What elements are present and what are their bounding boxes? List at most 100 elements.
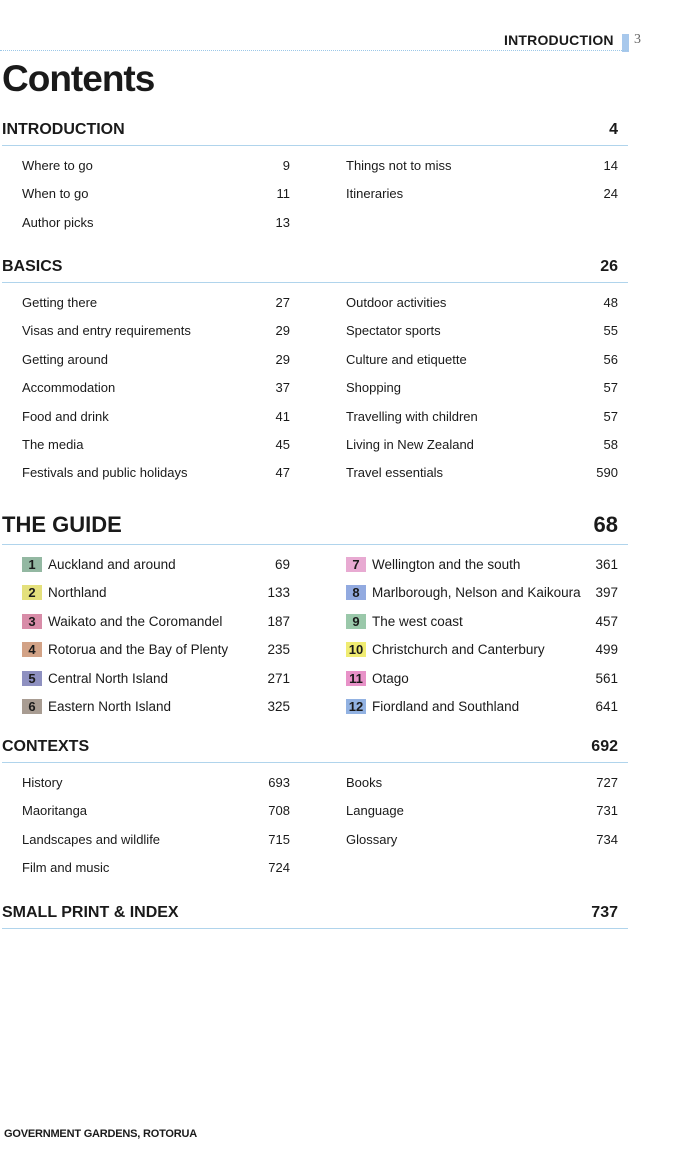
toc-entry[interactable]: Author picks 13 <box>22 209 290 237</box>
entry-title: Travelling with children <box>346 408 478 424</box>
toc-entry[interactable]: 2 Northland 133 <box>22 579 290 607</box>
entry-page: 24 <box>603 186 618 202</box>
entry-title: Food and drink <box>22 408 109 424</box>
entry-title: Auckland and around <box>48 557 176 572</box>
toc-entry[interactable]: Accommodation 37 <box>22 374 290 402</box>
toc-entry[interactable]: Living in New Zealand 58 <box>346 431 618 459</box>
toc-entry[interactable]: Glossary 734 <box>346 826 618 854</box>
chapter-number-badge: 2 <box>22 585 42 601</box>
entry-title: History <box>22 775 63 790</box>
toc-entry[interactable]: Things not to miss 14 <box>346 152 618 180</box>
section-rule <box>2 145 628 146</box>
entry-title: Living in New Zealand <box>346 436 474 452</box>
toc-entry[interactable]: Spectator sports 55 <box>346 317 618 345</box>
page-number: 3 <box>634 32 641 47</box>
toc-entry[interactable]: Landscapes and wildlife 715 <box>22 826 290 854</box>
chapter-number-badge: 12 <box>346 698 366 714</box>
section-page: 26 <box>600 258 618 275</box>
section-title: BASICS <box>2 258 63 275</box>
entry-page: 457 <box>595 613 618 629</box>
entry-title: Rotorua and the Bay of Plenty <box>48 642 229 658</box>
toc-entry[interactable]: 6 Eastern North Island 325 <box>22 693 290 721</box>
entry-page: 57 <box>603 408 618 424</box>
running-head-bar <box>622 34 629 52</box>
toc-entry[interactable]: Food and drink 41 <box>22 403 290 431</box>
toc-entry[interactable]: Festivals and public holidays 47 <box>22 459 290 487</box>
section-heading[interactable]: SMALL PRINT & INDEX 737 <box>2 904 618 922</box>
toc-entry[interactable]: 12 Fiordland and Southland 641 <box>346 693 618 721</box>
entry-title: Festivals and public holidays <box>22 465 188 481</box>
entry-page: 641 <box>595 698 618 714</box>
entry-title: Author picks <box>22 214 94 230</box>
entry-title: Shopping <box>346 380 401 396</box>
entry-page: 727 <box>596 775 618 790</box>
toc-entry[interactable]: 11 Otago 561 <box>346 665 618 693</box>
entry-page: 590 <box>596 465 618 481</box>
entry-page: 29 <box>275 323 290 339</box>
entry-page: 133 <box>267 585 290 601</box>
toc-entry[interactable]: 8 Marlborough, Nelson and Kaikoura 397 <box>346 579 618 607</box>
toc-entry[interactable]: Maoritanga 708 <box>22 797 290 825</box>
toc-entry[interactable]: 4 Rotorua and the Bay of Plenty 235 <box>22 636 290 664</box>
section-title: SMALL PRINT & INDEX <box>2 904 179 921</box>
entry-page: 693 <box>268 775 290 790</box>
entry-page: 561 <box>595 670 618 686</box>
entry-page: 57 <box>603 380 618 396</box>
entry-page: 13 <box>275 214 290 230</box>
toc-entry[interactable]: History 693 <box>22 769 290 797</box>
section-heading[interactable]: BASICS 26 <box>2 258 618 276</box>
toc-entry[interactable]: When to go 11 <box>22 180 290 208</box>
section-page: 692 <box>591 738 618 755</box>
section-heading[interactable]: THE GUIDE 68 <box>2 512 618 538</box>
entry-title: Spectator sports <box>346 323 441 339</box>
section-contexts: CONTEXTS 692 History 693 Maoritanga 708 Landsc… <box>2 738 628 883</box>
entry-title: Waikato and the Coromandel <box>48 613 223 629</box>
section-page: 737 <box>591 904 618 921</box>
entry-title: Fiordland and Southland <box>372 698 520 714</box>
toc-entry[interactable]: Itineraries 24 <box>346 180 618 208</box>
toc-entry[interactable]: Shopping 57 <box>346 374 618 402</box>
toc-entry[interactable]: 7 Wellington and the south 361 <box>346 551 618 579</box>
toc-entry[interactable]: Culture and etiquette 56 <box>346 346 618 374</box>
entry-title: The west coast <box>372 613 463 629</box>
toc-entry[interactable]: 5 Central North Island 271 <box>22 665 290 693</box>
chapter-number-badge: 9 <box>346 613 366 629</box>
toc-entry[interactable]: Travelling with children 57 <box>346 403 618 431</box>
entry-page: 724 <box>268 860 290 876</box>
entry-page: 14 <box>603 158 618 173</box>
entry-page: 325 <box>267 698 290 714</box>
toc-entry[interactable]: Books 727 <box>346 769 618 797</box>
entry-page: 11 <box>276 186 291 202</box>
toc-entry[interactable]: Film and music 724 <box>22 854 290 882</box>
chapter-number-badge: 1 <box>22 557 42 572</box>
toc-entry[interactable]: 9 The west coast 457 <box>346 608 618 636</box>
entry-page: 187 <box>267 613 290 629</box>
section-introduction: INTRODUCTION 4 Where to go 9 When to go 11 Aut… <box>2 121 628 237</box>
entry-title: Film and music <box>22 860 110 876</box>
entry-title: Getting around <box>22 351 109 367</box>
entry-title: The media <box>22 436 84 452</box>
section-title: THE GUIDE <box>2 512 122 537</box>
chapter-number-badge: 11 <box>346 670 366 686</box>
toc-entry[interactable]: 3 Waikato and the Coromandel 187 <box>22 608 290 636</box>
toc-entry[interactable]: Where to go 9 <box>22 152 290 180</box>
section-title: CONTEXTS <box>2 738 90 755</box>
section-heading[interactable]: INTRODUCTION 4 <box>2 121 618 139</box>
entry-title: Eastern North Island <box>48 698 172 714</box>
toc-entry[interactable]: The media 45 <box>22 431 290 459</box>
toc-entry[interactable]: 10 Christchurch and Canterbury 499 <box>346 636 618 664</box>
section-page: 4 <box>609 121 618 138</box>
entry-title: Northland <box>48 585 107 601</box>
section-heading[interactable]: CONTEXTS 692 <box>2 738 618 756</box>
running-head-section: INTRODUCTION <box>504 32 614 48</box>
toc-entry[interactable]: Visas and entry requirements 29 <box>22 317 290 345</box>
toc-entry[interactable]: Language 731 <box>346 797 618 825</box>
section-rule <box>2 282 628 283</box>
toc-entry[interactable]: Outdoor activities 48 <box>346 289 618 317</box>
toc-entry[interactable]: Travel essentials 590 <box>346 459 618 487</box>
chapter-number-badge: 10 <box>346 642 366 658</box>
toc-entry[interactable]: Getting there 27 <box>22 289 290 317</box>
toc-entry[interactable]: 1 Auckland and around 69 <box>22 551 290 579</box>
toc-entry[interactable]: Getting around 29 <box>22 346 290 374</box>
section-small-print-index: SMALL PRINT & INDEX 737 <box>2 904 628 929</box>
